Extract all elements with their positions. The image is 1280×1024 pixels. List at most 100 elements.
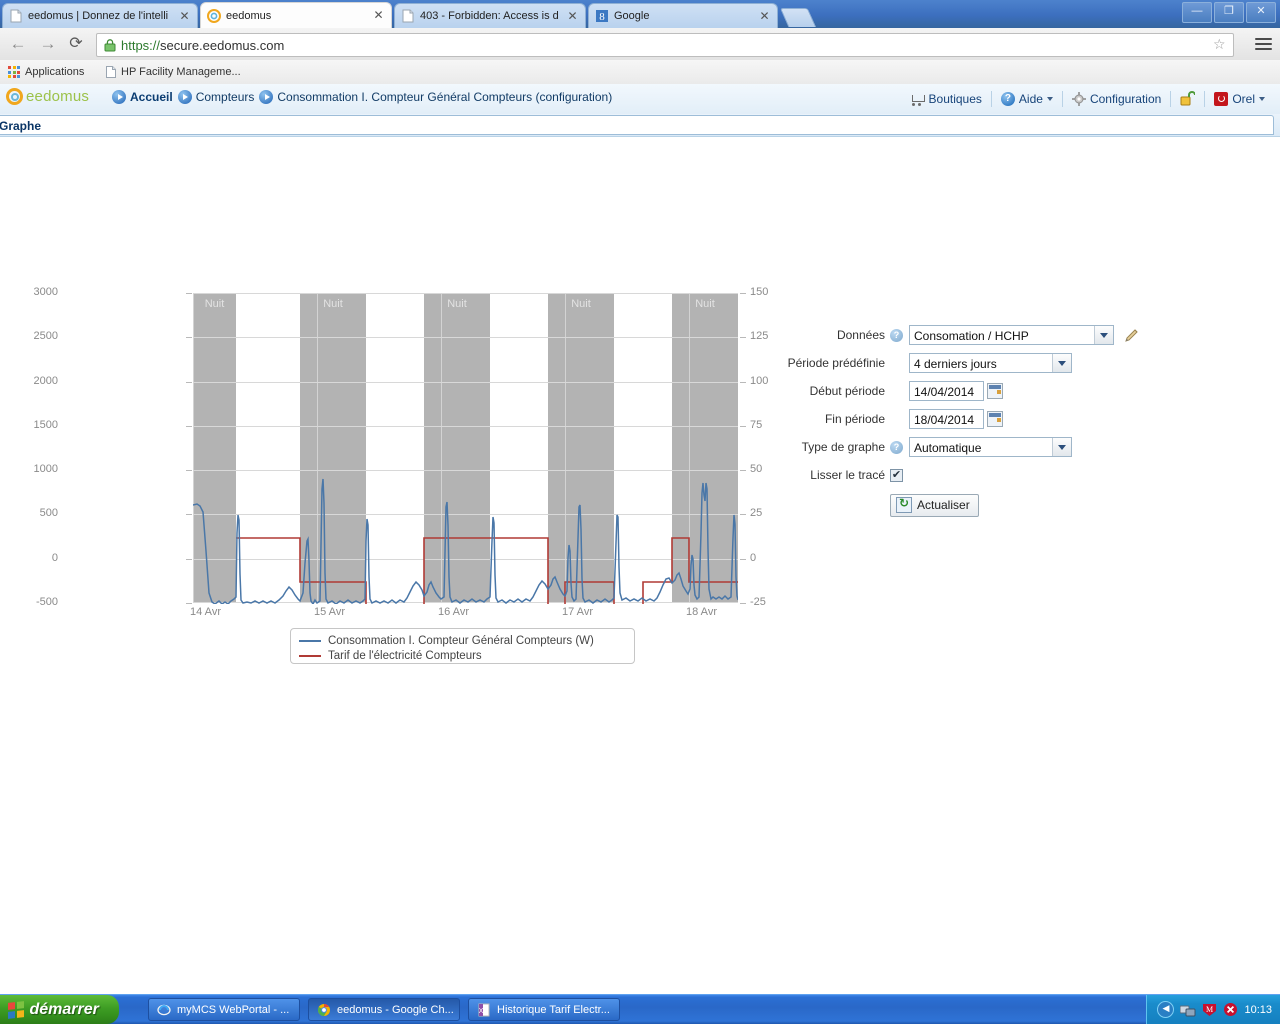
row-donnees: Données ? Consomation / HCHP: [780, 324, 1180, 346]
page-tab-row: Configuration du périphérique Image Macr…: [0, 114, 1280, 137]
chevron-down-icon[interactable]: [1052, 438, 1071, 456]
mcafee-icon[interactable]: M: [1202, 1002, 1217, 1017]
new-tab-button[interactable]: [779, 8, 817, 27]
browser-tab-2[interactable]: eedomus ✕: [200, 2, 392, 28]
chevron-down-icon: [1259, 96, 1265, 101]
site-topnav-right: Boutiques ? Aide Configuration: [902, 89, 1274, 108]
browser-tab-4[interactable]: 8 Google ✕: [588, 3, 778, 28]
consumption-chart: Nuit Nuit Nuit Nuit Nuit 3000: [0, 136, 800, 664]
nav-label: Configuration: [1089, 91, 1162, 106]
back-icon[interactable]: ←: [9, 34, 27, 53]
debut-periode-label: Début période: [809, 384, 885, 398]
chevron-down-icon[interactable]: [1094, 326, 1113, 344]
y-left-tick: 2500: [33, 330, 58, 342]
breadcrumb-item-compteurs[interactable]: Compteurs: [177, 90, 254, 104]
actualiser-button[interactable]: Actualiser: [890, 493, 979, 517]
taskbar-button-eedomus[interactable]: eedomus - Google Ch...: [308, 998, 460, 1021]
breadcrumb-item-current[interactable]: Consommation I. Compteur Général Compteu…: [259, 90, 612, 104]
y-left-tick: 2000: [33, 375, 58, 387]
logo-ring-icon: [6, 88, 23, 105]
page-icon: [106, 66, 116, 78]
browser-tab-1[interactable]: eedomus | Donnez de l'intelli ✕: [2, 3, 198, 28]
donnees-value: Consomation / HCHP: [914, 329, 1029, 343]
eedomus-icon: [207, 8, 221, 23]
close-icon[interactable]: ✕: [179, 8, 190, 23]
periode-predefinie-label: Période prédéfinie: [787, 356, 885, 370]
help-icon: ?: [1000, 91, 1015, 106]
breadcrumb-label: Consommation I. Compteur Général Compteu…: [277, 90, 613, 104]
browser-tab-title: eedomus | Donnez de l'intelli: [28, 10, 169, 22]
url-scheme: https://: [121, 37, 161, 53]
night-band: Nuit: [672, 293, 738, 603]
calendar-icon[interactable]: [987, 383, 1003, 399]
forward-icon[interactable]: →: [39, 34, 57, 53]
clock[interactable]: 10:13: [1244, 1003, 1272, 1016]
arrow-circle-icon: [112, 90, 126, 104]
window-controls: — ❐ ✕: [1182, 2, 1276, 23]
tab-graphe[interactable]: Graphe: [0, 115, 1274, 135]
reload-icon[interactable]: ⟳: [69, 35, 83, 52]
chevron-down-icon[interactable]: [1052, 354, 1071, 372]
periode-predefinie-select[interactable]: 4 derniers jours: [909, 353, 1072, 373]
close-window-button[interactable]: ✕: [1246, 2, 1276, 23]
debut-periode-input[interactable]: 14/04/2014: [909, 381, 984, 401]
legend-color-swatch: [299, 639, 321, 642]
breadcrumb-label: Accueil: [130, 90, 173, 104]
taskbar-button-mymcs[interactable]: myMCS WebPortal - ...: [148, 998, 300, 1021]
row-fin-periode: Fin période 18/04/2014: [780, 408, 1180, 430]
help-icon[interactable]: ?: [890, 328, 903, 342]
start-label: démarrer: [29, 1000, 99, 1018]
help-icon[interactable]: ?: [890, 440, 903, 454]
svg-text:M: M: [1206, 1005, 1213, 1014]
browser-tab-3[interactable]: 403 - Forbidden: Access is d ✕: [394, 3, 586, 28]
legend-label: Tarif de l'électricité Compteurs: [328, 649, 482, 662]
type-de-graphe-select[interactable]: Automatique: [909, 437, 1072, 457]
nav-aide[interactable]: ? Aide: [992, 89, 1062, 108]
night-band-label: Nuit: [571, 298, 591, 310]
cart-icon: [911, 93, 925, 106]
chrome-menu-icon[interactable]: [1255, 35, 1272, 51]
address-bar[interactable]: https://secure.eedomus.com: [96, 33, 1234, 57]
donnees-select[interactable]: Consomation / HCHP: [909, 325, 1114, 345]
network-icon[interactable]: [1180, 1003, 1196, 1017]
lisser-le-trace-checkbox[interactable]: ✔: [890, 468, 903, 482]
close-icon[interactable]: ✕: [373, 8, 384, 22]
type-de-graphe-label: Type de graphe: [801, 440, 885, 454]
eedomus-logo[interactable]: eedomus: [6, 88, 89, 105]
row-debut-periode: Début période 14/04/2014: [780, 380, 1180, 402]
nav-user-orel[interactable]: Orel: [1205, 89, 1274, 108]
calendar-icon[interactable]: [987, 411, 1003, 427]
breadcrumb-item-accueil[interactable]: Accueil: [112, 90, 173, 104]
maximize-button[interactable]: ❐: [1214, 2, 1244, 23]
apps-grid-icon: [8, 66, 20, 78]
chrome-icon: [317, 1003, 330, 1016]
close-icon[interactable]: ✕: [759, 8, 770, 23]
chevron-down-icon: [1046, 96, 1053, 101]
y-right-tick: -25: [750, 596, 766, 608]
start-button[interactable]: démarrer: [0, 995, 119, 1024]
periode-predefinie-value: 4 derniers jours: [914, 357, 997, 371]
windows-logo-icon: [8, 1000, 24, 1019]
chart-controls-panel: Données ? Consomation / HCHP Période pré…: [780, 324, 1180, 522]
logo-text: eedomus: [26, 88, 90, 105]
y-left-tick: 3000: [33, 286, 58, 298]
taskbar-button-historique[interactable]: X Historique Tarif Electr...: [468, 998, 620, 1021]
nav-boutiques[interactable]: Boutiques: [902, 89, 991, 108]
close-icon[interactable]: ✕: [567, 8, 578, 23]
page-icon: [402, 9, 414, 23]
night-band-label: Nuit: [323, 298, 343, 310]
series-tarif-path: [236, 537, 738, 604]
bookmark-hp-facility[interactable]: HP Facility Manageme...: [106, 64, 241, 80]
fin-periode-input[interactable]: 18/04/2014: [909, 409, 984, 429]
nav-lock[interactable]: [1171, 89, 1204, 108]
y-right-tick: 0: [750, 552, 757, 564]
nav-configuration[interactable]: Configuration: [1063, 89, 1170, 108]
security-icon[interactable]: [1223, 1002, 1238, 1017]
show-hidden-icon[interactable]: ◀: [1157, 1001, 1175, 1018]
bookmark-apps[interactable]: Applications: [8, 64, 84, 80]
bookmark-star-icon[interactable]: ☆: [1213, 36, 1226, 52]
y-right-tick: 150: [750, 286, 769, 298]
minimize-button[interactable]: —: [1182, 2, 1212, 23]
pencil-icon[interactable]: [1123, 327, 1140, 344]
